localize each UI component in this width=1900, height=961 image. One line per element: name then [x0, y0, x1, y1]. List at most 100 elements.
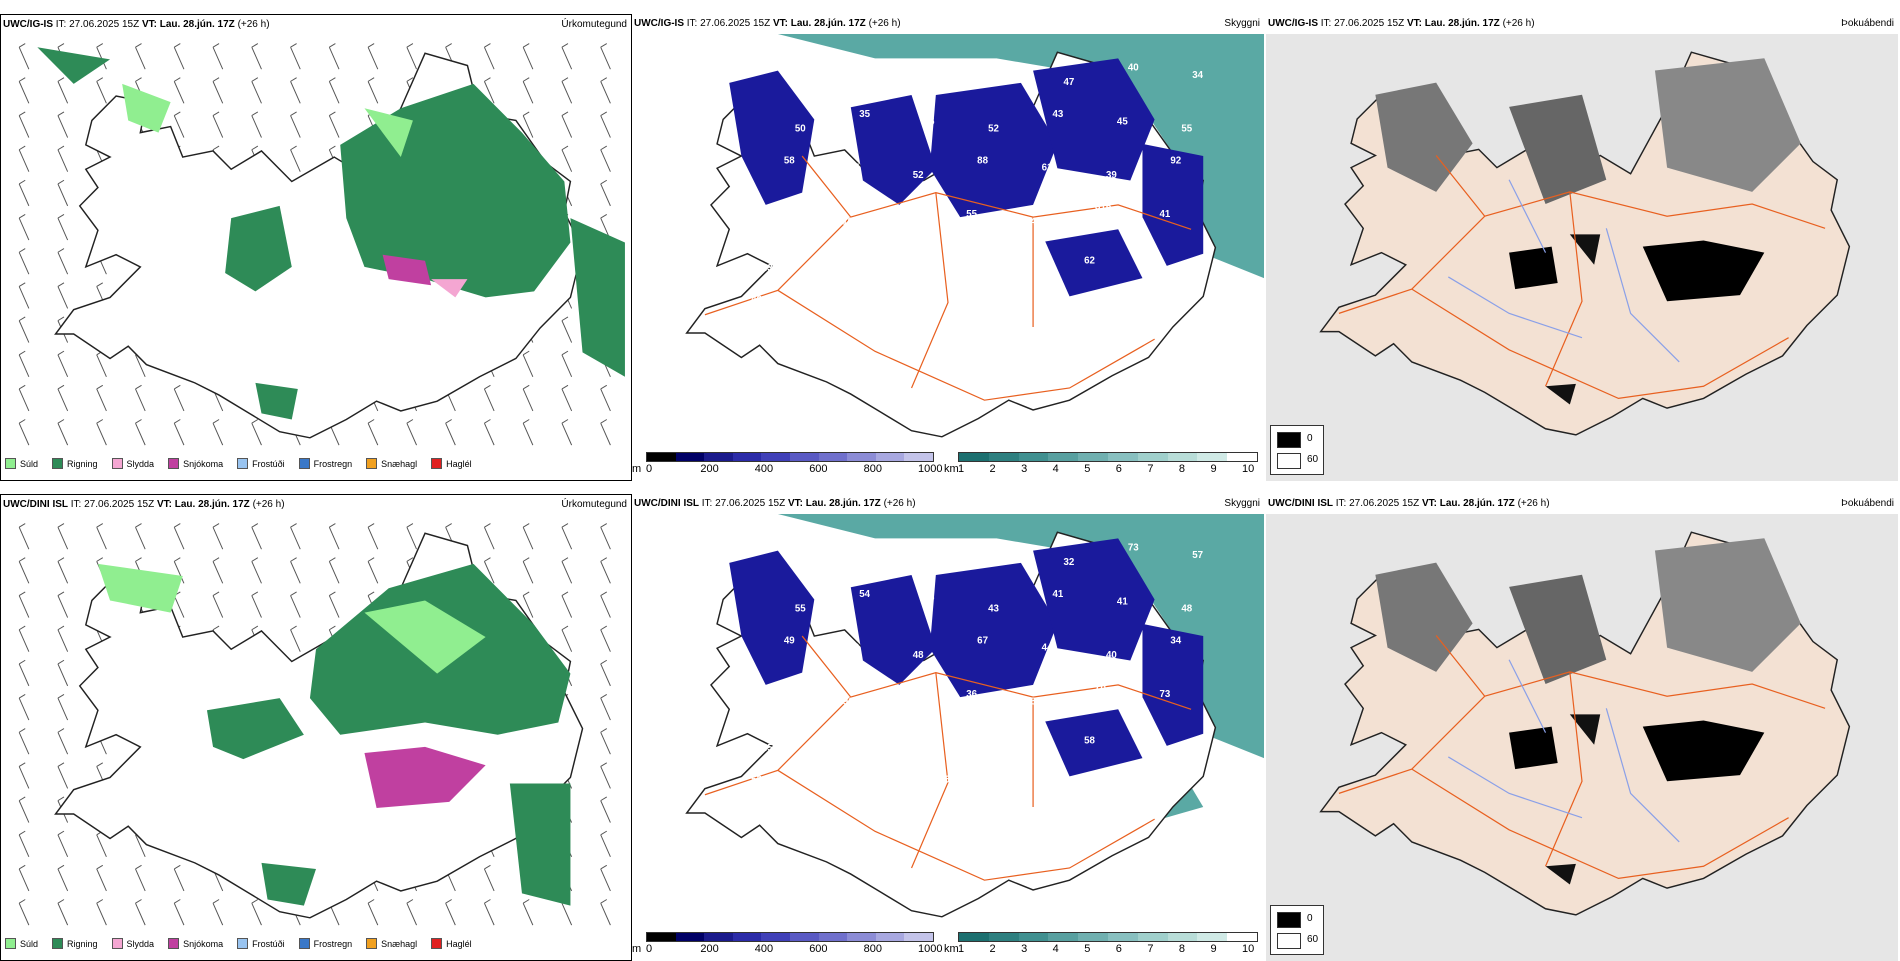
colorbar-tick: 9	[1210, 943, 1217, 955]
vt-label: VT:	[141, 19, 157, 30]
cloud-base-label: 55	[966, 209, 977, 220]
height_bar-colorbar: m 0 200 400 600 800 1000	[632, 932, 942, 958]
colorbar-tick: 1	[958, 463, 965, 475]
cloud-base-label: 53	[955, 743, 966, 754]
it-label: IT:	[1320, 18, 1332, 29]
cloud-base-label: 48	[913, 650, 924, 661]
cloud-base-label: 78	[1095, 682, 1106, 693]
colorbar-tick: 0	[646, 943, 653, 955]
colorbar-tick: 9	[1210, 463, 1217, 475]
vt-value: Lau. 28.jún. 17Z	[1439, 498, 1515, 509]
precip-map	[18, 523, 611, 926]
rain-area	[255, 382, 298, 420]
cloud-base-label: 93	[1020, 728, 1031, 739]
cloud-base-label: 49	[826, 248, 837, 259]
legend-swatch	[431, 458, 443, 469]
colorbar-tick: 800	[863, 943, 882, 955]
colorbar-step	[761, 933, 790, 941]
fog-shading	[1654, 58, 1801, 192]
cloud-base-label: 46	[880, 309, 891, 320]
cloud-base-label: 87	[935, 63, 946, 74]
precip-map	[18, 43, 625, 446]
colorbar-tick: 7	[1147, 943, 1154, 955]
cloud-base-label: 102	[1073, 789, 1090, 800]
fog-indicator-panel: UWC/DINI ISL IT: 27.06.2025 15Z VT: Lau.…	[1266, 494, 1898, 961]
precip-type-panel: UWC/DINI ISL IT: 27.06.2025 15Z VT: Lau.…	[0, 494, 632, 961]
rain-area	[261, 862, 316, 906]
cloud-base-labels: 903 324 157 87 47 47 40 34 50 35 46 52 43 45 55 58 67 52 8…	[741, 63, 1203, 321]
colorbar-step	[904, 933, 933, 941]
colorbar-step	[1137, 453, 1168, 461]
cloud-base-label: 35	[859, 109, 870, 120]
cloud-base-label: 43	[1009, 782, 1020, 793]
colorbar-tick: 4	[1052, 463, 1059, 475]
legend-swatch	[168, 458, 180, 469]
vis_bar-colorbar: km 1 2 3 4 5 6 7 8 9 10	[944, 452, 1262, 478]
legend-label: Frostúði	[252, 938, 285, 949]
colorbar-unit: km	[944, 943, 959, 955]
vt-value: Lau. 28.jún. 17Z	[1424, 18, 1500, 29]
cloud-base-area	[1033, 58, 1155, 181]
it-label: IT:	[55, 19, 67, 30]
colorbar-step	[789, 453, 819, 461]
legend-swatch	[5, 938, 16, 949]
legend-item: Frostúði	[237, 458, 285, 469]
cloud-base-label: 109	[773, 209, 790, 220]
colorbar-step	[1227, 933, 1257, 941]
panel-title: Þokuábendi	[1841, 18, 1894, 29]
legend-label: Haglél	[446, 938, 472, 949]
cloud-base-label: 55	[1181, 124, 1192, 135]
drizzle-area	[97, 563, 183, 613]
legend-swatch	[1277, 933, 1301, 949]
cloud-base-label: 50	[795, 124, 806, 135]
colorbar-step	[675, 453, 705, 461]
legend-label: Súld	[20, 458, 39, 469]
cloud-base-label: 903	[741, 63, 758, 74]
colorbar-step	[1078, 933, 1108, 941]
cloud-base-label: 41	[1117, 596, 1128, 607]
colorbar-tick: 1	[958, 943, 965, 955]
fog-header: UWC/DINI ISL IT: 27.06.2025 15Z VT: Lau.…	[1266, 494, 1898, 514]
low-visibility-area	[777, 34, 1264, 279]
road-network	[1338, 635, 1826, 880]
legend-swatch	[1277, 912, 1301, 928]
cloud-base-label: 154	[1149, 263, 1166, 274]
legend-item: Slydda	[111, 458, 154, 469]
colorbar-tick: 200	[700, 463, 719, 475]
sleet-area	[431, 279, 468, 298]
drizzle-area	[364, 108, 413, 158]
snow-area	[382, 254, 432, 286]
cloud-base-label: 67	[977, 635, 988, 646]
cloud-base-label: 54	[859, 589, 870, 600]
cloud-visibility-panel: UWC/IG-IS IT: 27.06.2025 15Z VT: Lau. 28…	[632, 14, 1264, 481]
cloud-base-label: 43	[762, 263, 773, 274]
legend-label: Snæhagl	[381, 938, 418, 949]
vt-label: VT:	[787, 498, 803, 509]
vt-value: Lau. 28.jún. 17Z	[805, 498, 881, 509]
legend-item: Súld	[5, 938, 38, 949]
it-value: 27.06.2025 15Z	[1334, 18, 1405, 29]
cloud-base-label: 57	[1192, 550, 1203, 561]
cloud-base-label: 56	[955, 263, 966, 274]
vt-label: VT:	[1406, 18, 1422, 29]
fog-shading	[1509, 94, 1607, 205]
legend-value: 60	[1307, 934, 1319, 945]
colorbar-tick: 6	[1115, 943, 1122, 955]
colorbar-tick: 200	[700, 943, 719, 955]
legend-label: Súld	[20, 938, 39, 949]
colorbar-step	[847, 933, 876, 941]
legend-item: Haglél	[431, 938, 472, 949]
fog-shading	[1509, 574, 1607, 685]
legend-label: Snjókoma	[183, 938, 224, 949]
cloud-base-label: 51	[891, 735, 902, 746]
colorbar-tick: 8	[1178, 463, 1185, 475]
colorbar-step	[1018, 933, 1049, 941]
colorbar-step	[1048, 933, 1079, 941]
colorbar-tick: 3	[1021, 943, 1028, 955]
vt-value: Lau. 28.jún. 17Z	[790, 18, 866, 29]
it-value: 27.06.2025 15Z	[1349, 498, 1420, 509]
colorbar-step	[789, 933, 819, 941]
colorbar-step	[1167, 933, 1198, 941]
fog-indicator-panel: UWC/IG-IS IT: 27.06.2025 15Z VT: Lau. 28…	[1266, 14, 1898, 481]
cloud-base-label: 46	[848, 643, 859, 654]
